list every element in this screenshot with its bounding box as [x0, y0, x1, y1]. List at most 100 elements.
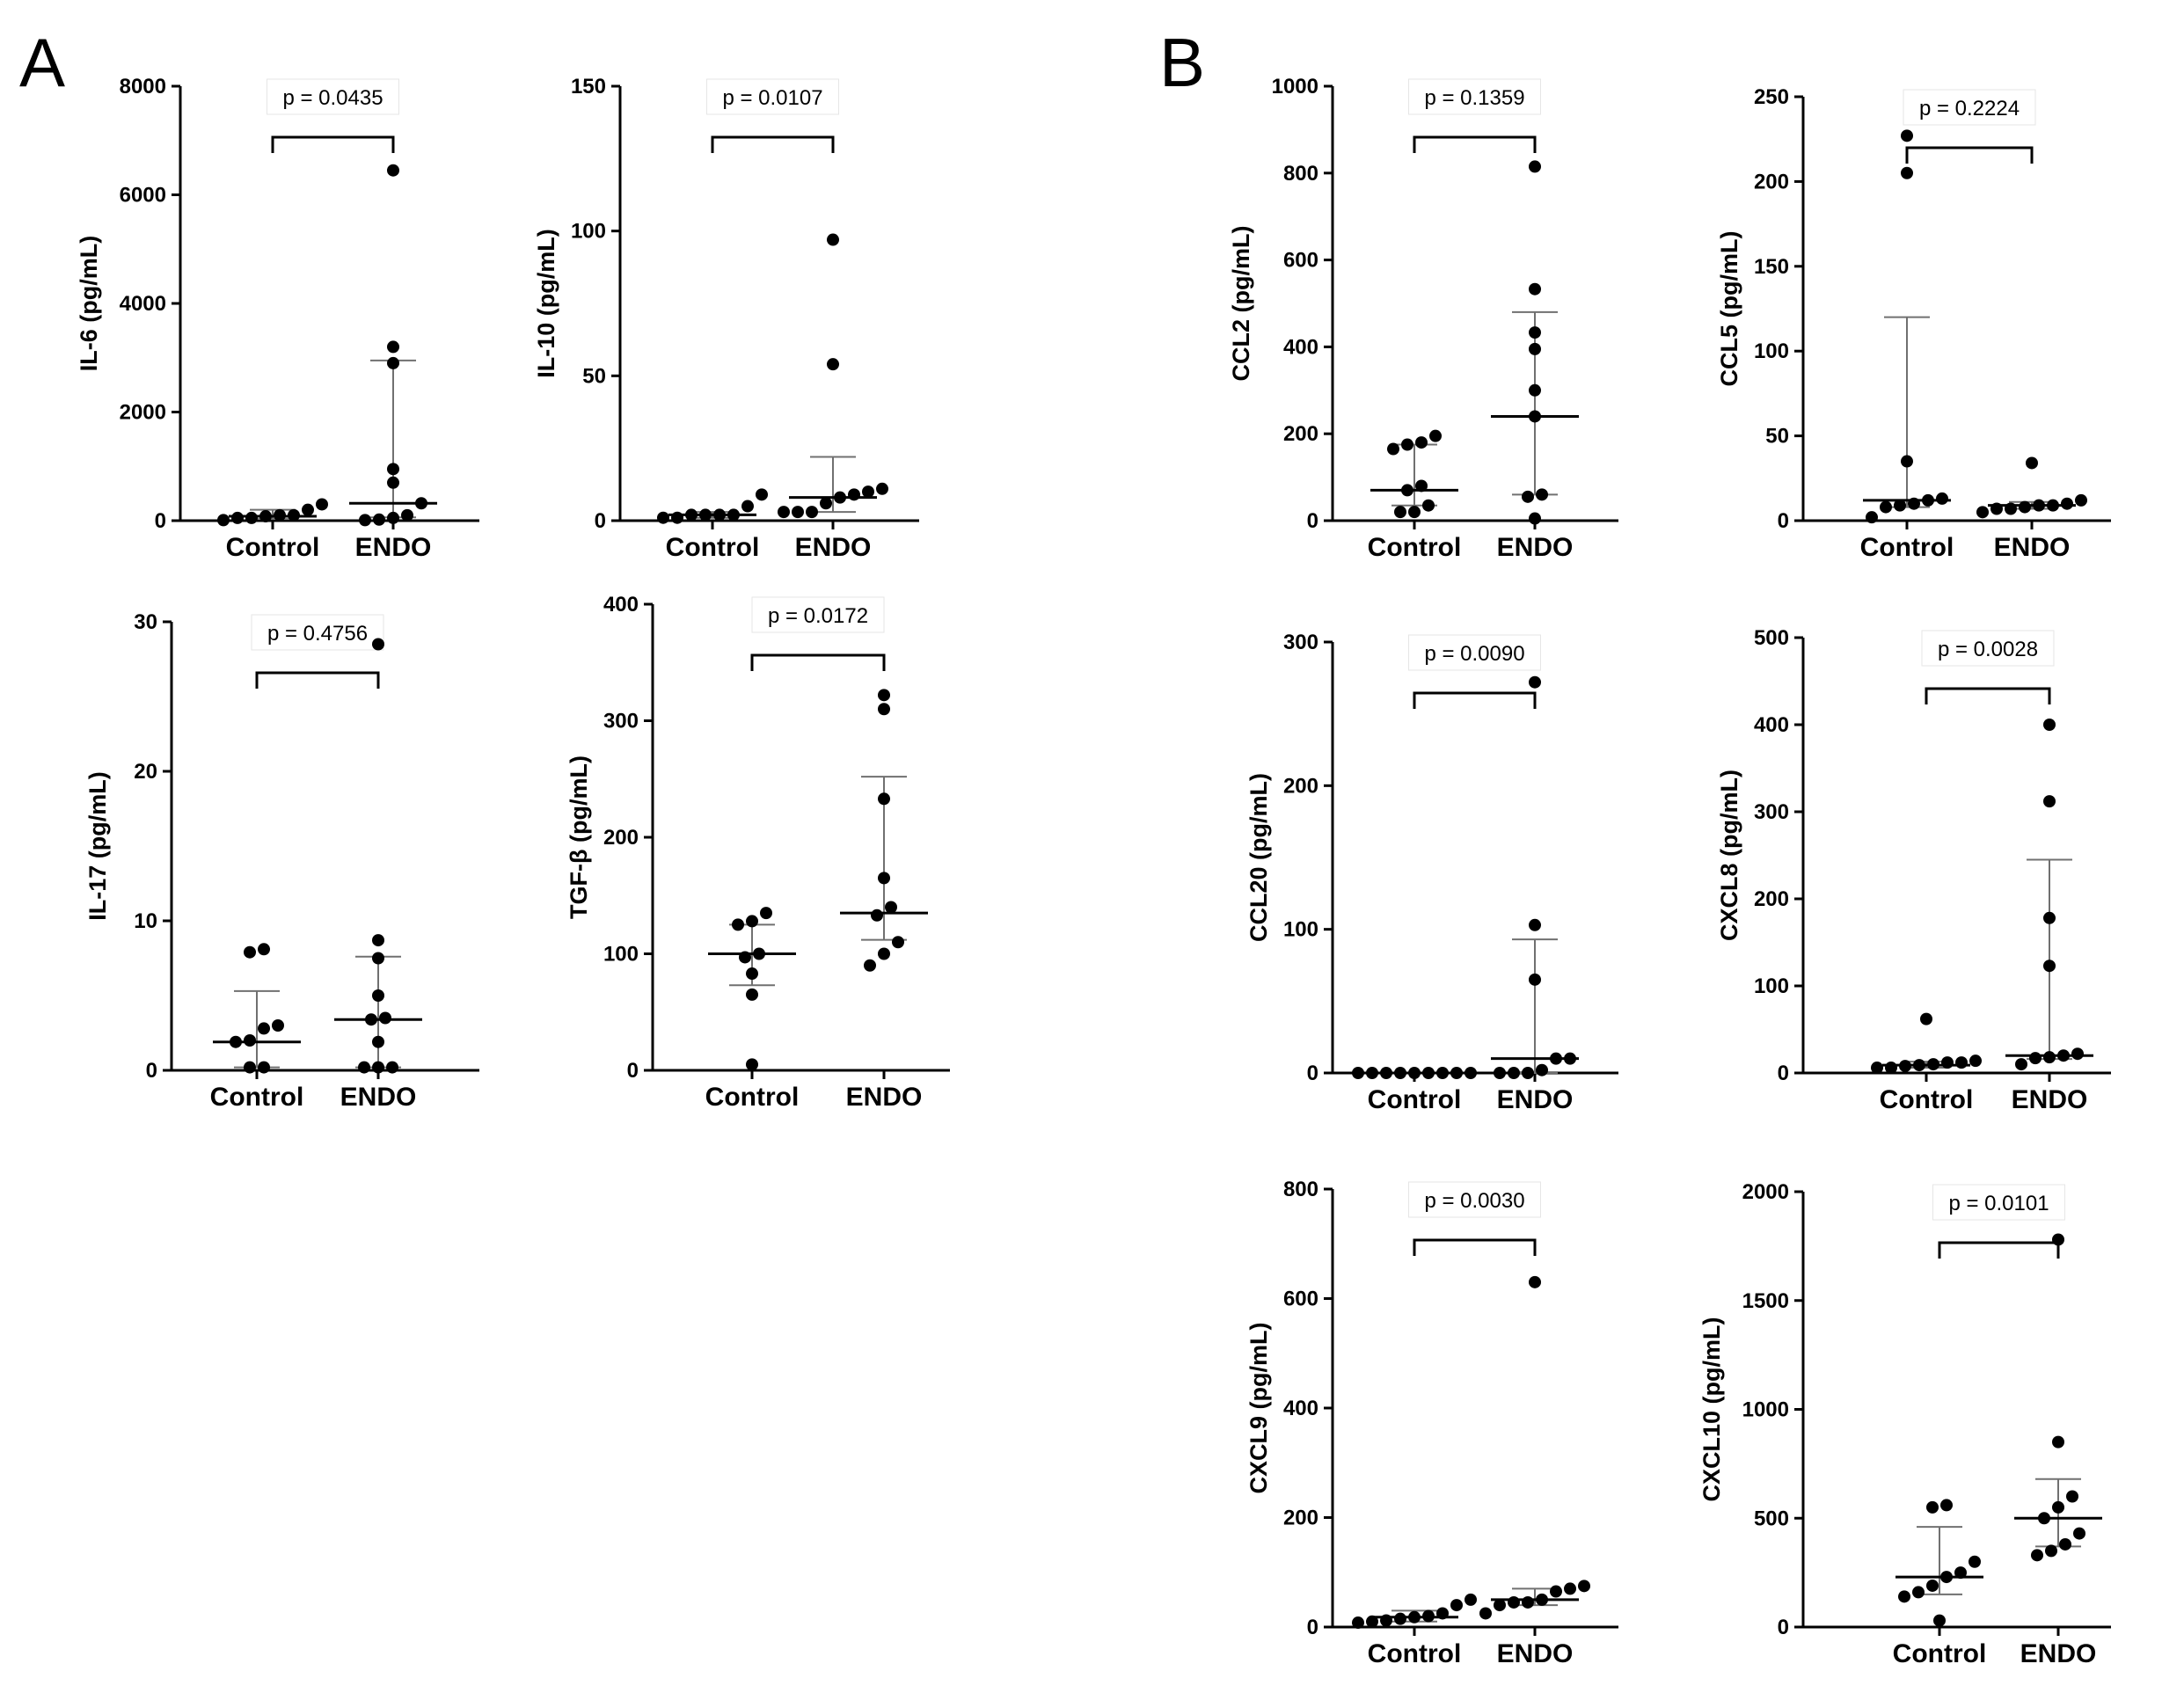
data-point-control	[1408, 506, 1421, 519]
data-point-endo	[365, 1013, 377, 1026]
significance-bracket	[1413, 135, 1537, 153]
data-point-control	[699, 508, 712, 522]
y-axis-title: IL-10 (pg/mL)	[533, 229, 559, 378]
data-point-endo	[401, 508, 413, 522]
data-point-control	[258, 1061, 270, 1074]
y-tick-label: 0	[1778, 1062, 1789, 1085]
data-point-endo	[878, 947, 890, 960]
data-point-control	[244, 1061, 256, 1074]
data-point-control	[1415, 479, 1428, 493]
data-point-endo	[1550, 1052, 1562, 1065]
data-point-endo	[358, 1061, 370, 1074]
data-point-control	[1436, 1067, 1449, 1079]
chart-7: 0 100 200 300 400 500 Control ENDO CXCL8 (pg/mL)…	[1716, 626, 2111, 1114]
y-tick-label: 600	[1283, 1288, 1318, 1311]
y-tick-label: 400	[1283, 1397, 1318, 1420]
data-point-control	[1366, 1615, 1378, 1628]
data-point-control	[231, 511, 244, 524]
data-point-control	[1450, 1599, 1463, 1612]
data-point-control	[1380, 1614, 1392, 1627]
data-point-endo	[878, 703, 890, 716]
y-tick-label: 4000	[120, 292, 166, 316]
p-value-label: p = 0.0090	[1424, 642, 1524, 666]
y-axis-title: CCL20 (pg/mL)	[1245, 773, 1272, 942]
x-category-label: Control	[1368, 533, 1462, 562]
data-point-control	[258, 1022, 270, 1035]
y-tick-label: 200	[1754, 170, 1789, 193]
x-category-label: Control	[210, 1083, 304, 1112]
data-point-control	[1940, 1499, 1953, 1512]
data-point-endo	[386, 1061, 398, 1074]
data-point-endo	[2057, 1049, 2070, 1062]
significance-bracket	[711, 135, 835, 153]
data-point-control	[1450, 1067, 1463, 1079]
data-point-endo	[1976, 506, 1989, 519]
chart-0: 0 2000 4000 6000 8000 Control ENDO IL-6 (pg/mL)…	[76, 75, 479, 562]
significance-bracket	[1905, 146, 2034, 164]
y-tick-label: 0	[627, 1059, 639, 1083]
data-point-endo	[387, 340, 399, 354]
p-value-box	[267, 78, 399, 115]
y-tick-label: 0	[155, 509, 166, 533]
chart-8: 0 200 400 600 800 Control ENDO CXCL9 (pg/mL) p =…	[1245, 1178, 1618, 1668]
data-point-endo	[1529, 160, 1541, 173]
y-axis-title: IL-6 (pg/mL)	[76, 236, 102, 371]
x-category-label: ENDO	[2020, 1639, 2097, 1668]
y-tick-label: 1500	[1742, 1289, 1789, 1313]
y-axis-title: IL-17 (pg/mL)	[84, 771, 111, 921]
data-point-control	[1894, 499, 1906, 512]
panel-label-b: B	[1159, 24, 1205, 101]
significance-bracket	[1413, 691, 1537, 709]
data-point-endo	[1550, 1585, 1562, 1598]
y-tick-label: 400	[1754, 713, 1789, 737]
data-point-endo	[820, 497, 832, 510]
data-point-control	[1401, 438, 1413, 451]
chart-1: 0 50 100 150 Control ENDO IL-10 (pg/mL) p = 0.0…	[533, 75, 919, 562]
significance-bracket	[255, 671, 380, 689]
x-category-label: ENDO	[340, 1083, 417, 1112]
data-point-control	[685, 508, 698, 522]
data-point-control	[1387, 442, 1399, 456]
data-point-control	[756, 488, 768, 501]
data-point-control	[1465, 1067, 1477, 1079]
data-point-endo	[1522, 1595, 1534, 1609]
y-tick-label: 10	[134, 909, 157, 933]
y-tick-label: 150	[1754, 255, 1789, 279]
data-point-endo	[2045, 1544, 2057, 1558]
x-category-label: ENDO	[1497, 1085, 1574, 1114]
data-point-control	[1408, 1610, 1421, 1624]
y-axis-title: TGF-β (pg/mL)	[566, 755, 592, 919]
data-point-control	[258, 943, 270, 956]
data-point-endo	[1529, 342, 1541, 355]
data-point-endo	[1494, 1067, 1506, 1079]
data-point-endo	[359, 514, 371, 527]
data-point-control	[288, 508, 300, 522]
y-tick-label: 1000	[1272, 75, 1318, 99]
data-point-control	[1901, 129, 1913, 142]
y-tick-label: 150	[571, 75, 606, 99]
y-tick-label: 0	[146, 1059, 157, 1083]
data-point-endo	[2061, 497, 2073, 510]
data-point-control	[1933, 1614, 1946, 1627]
data-point-control	[1922, 493, 1934, 507]
data-point-endo	[379, 1011, 391, 1025]
y-tick-label: 2000	[1742, 1180, 1789, 1204]
data-point-endo	[387, 476, 399, 489]
y-tick-label: 800	[1283, 162, 1318, 186]
data-point-endo	[2071, 1047, 2084, 1061]
data-point-control	[739, 951, 751, 964]
data-point-endo	[372, 952, 384, 965]
x-category-label: Control	[1880, 1085, 1974, 1114]
data-point-control	[1408, 1067, 1421, 1079]
x-category-label: ENDO	[1994, 533, 2071, 562]
data-point-endo	[862, 485, 874, 499]
data-point-endo	[372, 638, 384, 651]
data-point-control	[657, 511, 669, 524]
data-point-control	[245, 511, 258, 524]
data-point-control	[1927, 1058, 1939, 1071]
data-point-endo	[1990, 502, 2003, 515]
y-tick-label: 800	[1283, 1178, 1318, 1201]
data-point-endo	[1522, 1067, 1534, 1079]
y-tick-label: 0	[1307, 1062, 1318, 1085]
